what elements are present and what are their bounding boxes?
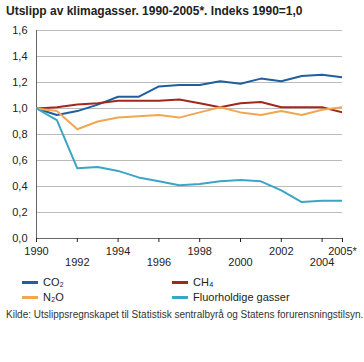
svg-text:1996: 1996: [147, 256, 171, 268]
svg-text:1,2: 1,2: [12, 76, 27, 88]
svg-text:2004: 2004: [310, 256, 334, 268]
svg-text:0,0: 0,0: [12, 232, 27, 244]
svg-text:1,6: 1,6: [12, 24, 27, 36]
svg-text:1994: 1994: [106, 245, 130, 257]
svg-text:1,0: 1,0: [12, 102, 27, 114]
html-text:CH₄: CH₄: [193, 276, 214, 288]
html-text:N₂O: N₂O: [43, 291, 64, 303]
svg-text:1992: 1992: [65, 256, 89, 268]
svg-text:1998: 1998: [187, 245, 211, 257]
html-text:CO₂: CO₂: [43, 276, 64, 288]
svg-text:2002: 2002: [269, 245, 293, 257]
svg-text:2000: 2000: [228, 256, 252, 268]
svg-text:1,4: 1,4: [12, 50, 27, 62]
svg-text:0,6: 0,6: [12, 154, 27, 166]
html-text:Utslipp av klimagasser. 1990-2: Utslipp av klimagasser. 1990-2005*. Inde…: [6, 4, 303, 18]
html-text:Fluorholdige gasser: Fluorholdige gasser: [193, 291, 290, 303]
svg-text:0,2: 0,2: [12, 206, 27, 218]
svg-text:0,8: 0,8: [12, 128, 27, 140]
svg-text:0,4: 0,4: [12, 180, 27, 192]
svg-text:1990: 1990: [24, 245, 48, 257]
html-text:Kilde: Utslippsregnskapet til: Kilde: Utslippsregnskapet til Statistisk…: [6, 309, 364, 320]
svg-text:2005*: 2005*: [328, 245, 357, 258]
